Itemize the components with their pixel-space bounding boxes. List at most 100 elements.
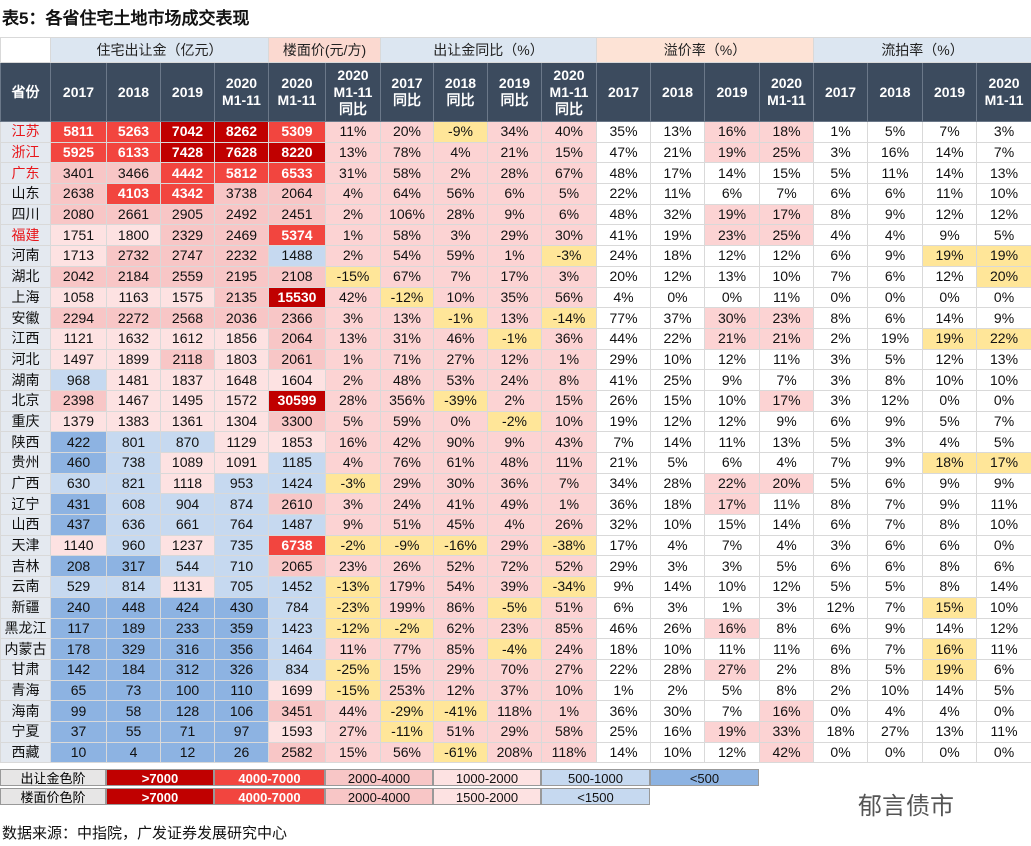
column-header: 2020 M1-11 — [268, 62, 326, 122]
cell: 41% — [596, 224, 652, 247]
data-row: 湖南 968 1481 1837 1648 1604 2% 48% 53% 24% 8% 41% 25%… — [0, 369, 1031, 391]
cell: 6% — [596, 596, 652, 619]
cell: 6% — [867, 307, 924, 329]
cell: 7% — [976, 141, 1031, 164]
cell: 59% — [380, 410, 434, 433]
cell: -29% — [380, 700, 434, 722]
cell: 9% — [867, 245, 924, 267]
cell: 5% — [759, 555, 815, 578]
cell: 4% — [759, 534, 815, 557]
cell: 16% — [922, 638, 978, 660]
cell: 20% — [759, 472, 815, 495]
cell: 41% — [433, 493, 488, 516]
cell: 1751 — [50, 224, 107, 247]
cell: 10% — [922, 369, 978, 391]
cell: 1713 — [50, 245, 107, 267]
cell: 448 — [106, 596, 161, 619]
data-row: 上海 1058 1163 1575 2135 15530 42% -12% 10% 35% 56% 4… — [0, 286, 1031, 309]
cell: 25% — [596, 720, 652, 743]
title: 表5：各省住宅土地市场成交表现 — [2, 9, 250, 28]
cell: 33% — [759, 720, 815, 743]
cell: 43% — [540, 431, 598, 453]
cell: 661 — [160, 514, 215, 536]
cell: 11% — [540, 452, 598, 474]
cell: -12% — [380, 286, 434, 309]
group-row: 住宅出让金（亿元） 楼面价(元/方) 出让金同比（%） 溢价率（%） 流拍率（%） — [0, 37, 1031, 63]
data-row: 湖北 2042 2184 2559 2195 2108 -15% 67% 7% 17% 3% 20% 1… — [0, 265, 1031, 288]
cell: 51% — [540, 596, 598, 619]
column-header: 2017 — [596, 62, 652, 122]
cell: 1452 — [268, 576, 326, 598]
data-row: 吉林 208 317 544 710 2065 23% 26% 52% 72% 52% 29% 3% 3%… — [0, 555, 1031, 578]
cell: 2% — [325, 369, 381, 391]
cell: 1% — [540, 700, 598, 722]
cell: 870 — [160, 431, 215, 453]
data-row: 河南 1713 2732 2747 2232 1488 2% 54% 59% 1% -3% 24% 18… — [0, 245, 1031, 267]
cell: 41% — [596, 369, 652, 391]
cell: 0% — [976, 700, 1031, 722]
cell: 13% — [922, 720, 978, 743]
cell: 764 — [214, 514, 269, 536]
cell: -1% — [487, 327, 542, 350]
cell: 3738 — [214, 183, 269, 205]
column-header: 2020 M1-11 — [759, 62, 815, 122]
column-header: 2019 — [704, 62, 761, 122]
cell: 20% — [596, 265, 652, 288]
cell: 6% — [540, 203, 598, 226]
legend-item: <500 — [650, 769, 759, 786]
cell: 2451 — [268, 203, 326, 226]
cell: 0% — [867, 286, 924, 309]
cell: 58% — [380, 224, 434, 247]
cell: 10% — [976, 369, 1031, 391]
cell: 15% — [759, 162, 815, 185]
cell: 0% — [650, 286, 706, 309]
province: 贵州 — [0, 452, 51, 474]
province: 辽宁 — [0, 493, 51, 516]
cell: 6% — [704, 183, 761, 205]
cell: 7% — [922, 121, 978, 143]
cell: 30599 — [268, 389, 326, 412]
legend-label: 出让金色阶 — [0, 769, 106, 786]
data-row: 河北 1497 1899 2118 1803 2061 1% 71% 27% 12% 1% 29% 10… — [0, 348, 1031, 371]
data-row: 云南 529 814 1131 705 1452 -13% 179% 54% 39% -34% 9% 1… — [0, 576, 1031, 598]
cell: 437 — [50, 514, 107, 536]
cell: 52% — [540, 555, 598, 578]
cell: 23% — [704, 224, 761, 247]
cell: 6% — [976, 555, 1031, 578]
cell: 9% — [867, 617, 924, 640]
cell: 10% — [759, 265, 815, 288]
data-row: 黑龙江 117 189 233 359 1423 -12% -2% 62% 23% 85% 46% 26… — [0, 617, 1031, 640]
cell: 1383 — [106, 410, 161, 433]
cell: 5% — [867, 576, 924, 598]
cell: 4% — [596, 286, 652, 309]
cell: 2469 — [214, 224, 269, 247]
cell: 3% — [813, 141, 869, 164]
cell: 208% — [487, 741, 542, 764]
column-header: 2020 M1-11 — [976, 62, 1031, 122]
cell: 11% — [976, 720, 1031, 743]
cell: 19% — [922, 245, 978, 267]
cell: 99 — [50, 700, 107, 722]
cell: 3% — [759, 596, 815, 619]
cell: 2582 — [268, 741, 326, 764]
province: 陕西 — [0, 431, 51, 453]
cell: 0% — [922, 741, 978, 764]
province: 山东 — [0, 183, 51, 205]
cell: 11% — [759, 493, 815, 516]
cell: 17% — [704, 493, 761, 516]
cell: 3% — [976, 121, 1031, 143]
cell: 2064 — [268, 327, 326, 350]
cell: 7% — [976, 410, 1031, 433]
cell: 13% — [976, 348, 1031, 371]
cell: -14% — [540, 307, 598, 329]
cell: 21% — [596, 452, 652, 474]
cell: 2272 — [106, 307, 161, 329]
cell: 16% — [650, 720, 706, 743]
cell: -39% — [433, 389, 488, 412]
column-header: 2020 M1-11 — [214, 62, 269, 122]
cell: 21% — [704, 327, 761, 350]
cell: 7% — [813, 265, 869, 288]
cell: 2% — [433, 162, 488, 185]
cell: 0% — [976, 389, 1031, 412]
cell: 15530 — [268, 286, 326, 309]
